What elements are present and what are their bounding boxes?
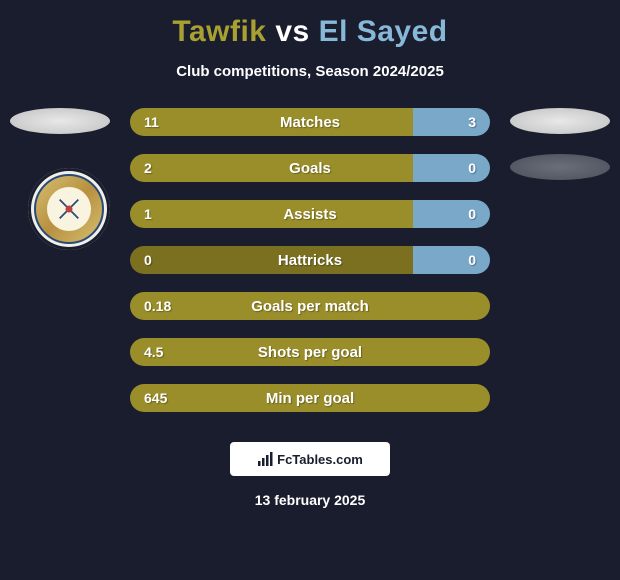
stat-value-p2: 0 [413, 246, 490, 274]
stat-bar-row: 20Goals [130, 154, 490, 182]
stat-value-p2: 3 [413, 108, 490, 136]
stat-bar-row: 113Matches [130, 108, 490, 136]
brand-chart-icon [257, 451, 273, 467]
brand-text: FcTables.com [277, 452, 363, 467]
team-crest [28, 168, 110, 250]
stat-bar-row: 10Assists [130, 200, 490, 228]
brand-box: FcTables.com [230, 442, 390, 476]
title: Tawfik vs El Sayed [172, 15, 447, 49]
stat-bar-row: 645Min per goal [130, 384, 490, 412]
stat-value-p1: 4.5 [130, 338, 490, 366]
stat-value-p1: 2 [130, 154, 413, 182]
stat-bar-row: 00Hattricks [130, 246, 490, 274]
subtitle: Club competitions, Season 2024/2025 [176, 63, 444, 80]
stat-value-p1: 0.18 [130, 292, 490, 320]
stat-value-p2: 0 [413, 154, 490, 182]
chart-area: 113Matches 20Goals 10Assists 00Hattricks 0.1… [0, 108, 620, 412]
stat-value-p2: 0 [413, 200, 490, 228]
player1-placeholder-ellipse [10, 108, 110, 134]
player2-placeholder-ellipse-2 [510, 154, 610, 180]
date-text: 13 february 2025 [255, 492, 366, 508]
stat-value-p1: 11 [130, 108, 413, 136]
crest-center [47, 187, 91, 231]
player2-name: El Sayed [319, 15, 448, 48]
player2-placeholder-ellipse-1 [510, 108, 610, 134]
stat-bar-row: 0.18Goals per match [130, 292, 490, 320]
player1-name: Tawfik [172, 15, 266, 48]
stat-value-p1: 1 [130, 200, 413, 228]
crest-swords-icon [55, 195, 83, 223]
stat-value-p1: 0 [130, 246, 413, 274]
main-container: Tawfik vs El Sayed Club competitions, Se… [0, 0, 620, 580]
stat-bar-row: 4.5Shots per goal [130, 338, 490, 366]
crest-inner [34, 174, 104, 244]
stat-value-p1: 645 [130, 384, 490, 412]
vs-text: vs [275, 15, 309, 48]
comparison-bars: 113Matches 20Goals 10Assists 00Hattricks 0.1… [130, 108, 490, 412]
